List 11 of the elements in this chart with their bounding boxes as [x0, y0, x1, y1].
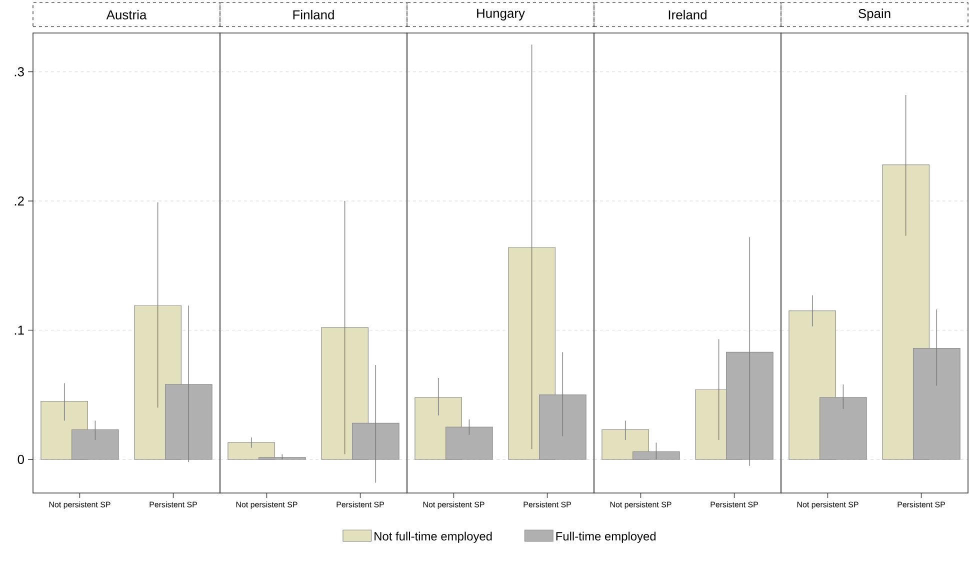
chart-title: Hungary	[477, 8, 525, 20]
y-tick-label: .3	[14, 67, 24, 76]
legend-label: Not full-time employed	[374, 532, 492, 543]
chart-title: Finland	[293, 10, 334, 20]
y-tick-label: 0	[18, 454, 24, 464]
chart-title: Austria	[106, 10, 147, 20]
y-tick-label: .1	[14, 326, 24, 335]
y-tick-label: .2	[14, 196, 24, 206]
chart-title: Spain	[858, 8, 890, 21]
legend-label: Full-time employed	[556, 532, 656, 543]
chart-title: Ireland	[668, 10, 706, 20]
